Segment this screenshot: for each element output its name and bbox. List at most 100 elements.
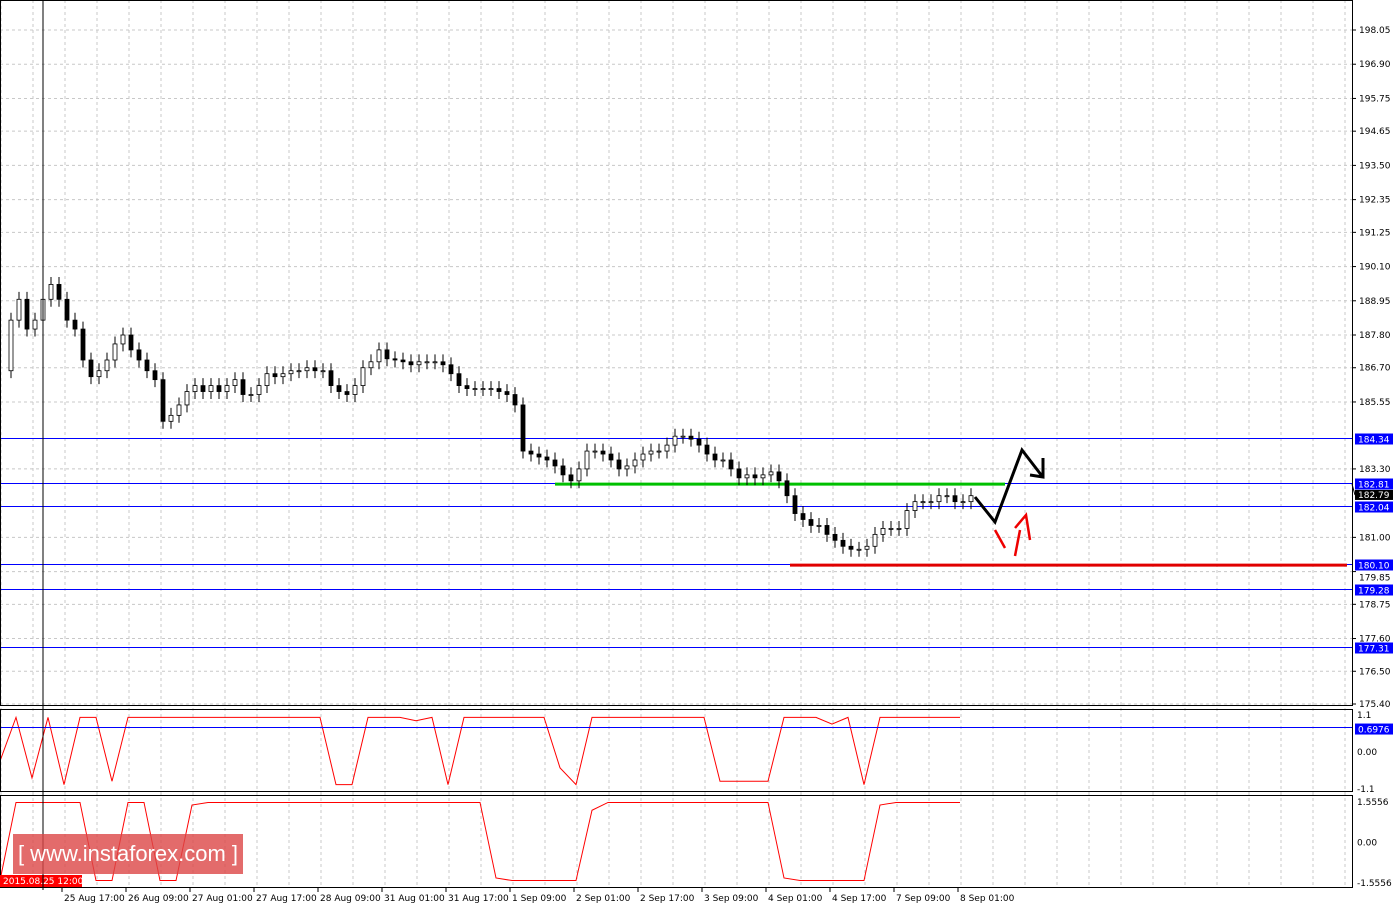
price-tick-label: 193.50 [1359,161,1391,171]
price-tick-label: 192.35 [1359,196,1391,206]
indicator-2-tick: 0.00 [1357,839,1377,849]
candle-body [128,334,134,351]
indicator-2-line [0,801,960,882]
candle-body [568,474,574,482]
candle-body [112,343,118,361]
price-tick-label: 194.65 [1359,127,1391,137]
time-tick-label: 31 Aug 17:00 [448,894,509,904]
candle-body [952,495,958,503]
price-tick-label: 195.75 [1359,94,1391,104]
candle-body [920,501,926,504]
time-tick-label: 4 Sep 17:00 [832,894,887,904]
time-tick-label: 1 Sep 09:00 [512,894,567,904]
forecast-arrowhead [1029,458,1045,479]
candle-body [848,545,854,550]
candle-body [56,284,62,300]
indicator-1-tick: -1.1 [1357,785,1375,795]
candle-body [120,334,126,345]
candle-body [664,444,670,452]
price-panel-frame [0,0,1353,706]
price-tick-label: 188.95 [1359,297,1391,307]
candle-body [904,510,910,529]
candle-body [544,456,550,461]
forecast-arrow [973,446,1044,525]
grid [0,0,1352,888]
candle-body [80,328,86,361]
candle-body [928,501,934,504]
candle-body [624,465,630,470]
candles [8,276,974,557]
time-tick-label: 27 Aug 17:00 [256,894,317,904]
candle-body [872,533,878,547]
candle-body [896,528,902,530]
indicator-1-tick: 0.00 [1357,748,1377,758]
candle-body [592,450,598,453]
price-tick-label: 183.30 [1359,465,1391,475]
candle-body [600,450,606,455]
price-tick-label: 178.75 [1359,600,1391,610]
candle-body [280,373,286,378]
candle-body [48,284,54,300]
candle-body [200,385,206,392]
candle-body [560,465,566,476]
candle-body [968,495,974,503]
candle-body [768,471,774,476]
price-tick-label: 186.70 [1359,364,1391,374]
candle-body [760,474,766,479]
candle-body [800,513,806,520]
candle-body [488,388,494,390]
candle-body [960,501,966,504]
candle-body [208,385,214,392]
price-tick-label: 179.85 [1359,574,1391,584]
indicator-level-label: 0.6976 [1358,726,1390,736]
instaforex-watermark: [ www.instaforex.com ] [13,834,243,874]
indicator1-frame [0,709,1353,792]
time-tick-label: 31 Aug 01:00 [384,894,445,904]
indicator-2-tick: -1.5556 [1357,879,1392,889]
candle-body [304,367,310,372]
indicator-1-tick: 1.1 [1357,711,1371,721]
candle-body [688,435,694,440]
indicator-panels [0,715,1352,882]
candle-body [88,359,94,378]
candle-body [584,450,590,470]
price-tick-label: 176.50 [1359,667,1391,677]
candle-body [856,548,862,551]
candle-body [472,388,478,390]
candle-body [272,373,278,378]
time-tick-label: 25 Aug 17:00 [64,894,125,904]
candle-body [264,373,270,386]
price-tick-label: 196.90 [1359,60,1391,70]
candle-body [16,298,22,321]
level-label: 177.31 [1358,645,1390,655]
candle-body [792,495,798,514]
forecast-drawings [973,446,1045,557]
candle-body [744,474,750,479]
candle-body [672,435,678,446]
time-tick-label: 4 Sep 01:00 [768,894,823,904]
time-tick-label: 27 Aug 01:00 [192,894,253,904]
time-tick-label: 2 Sep 17:00 [640,894,695,904]
level-label: 184.34 [1358,436,1390,446]
price-tick-label: 181.00 [1359,533,1391,543]
candle-body [680,435,686,438]
candle-body [432,361,438,364]
candle-body [648,450,654,455]
candle-body [448,364,454,375]
candle-body [944,495,950,498]
current-price-bg [1355,489,1393,500]
candle-body [152,370,158,381]
candle-body [64,298,70,321]
candle-body [456,373,462,386]
candle-body [184,391,190,406]
time-tick-label: 26 Aug 09:00 [128,894,189,904]
candle-body [376,349,382,363]
candle-body [632,459,638,467]
candle-body [312,367,318,372]
price-tick-label: 177.60 [1359,635,1391,645]
level-label-bg [1355,478,1393,490]
candle-body [160,379,166,422]
candle-body [752,474,758,479]
candle-body [480,388,486,390]
